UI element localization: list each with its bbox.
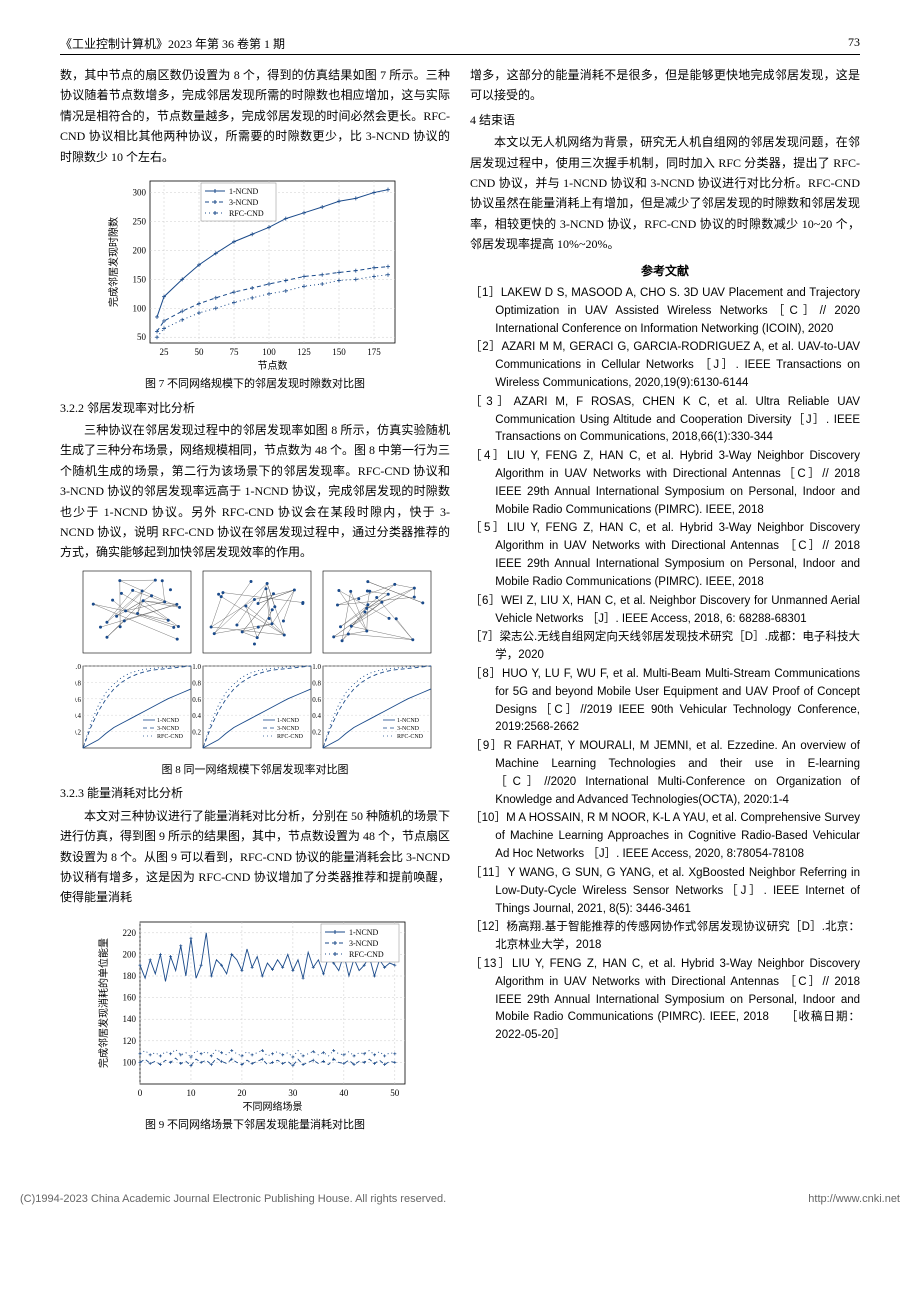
- svg-text:3-NCND: 3-NCND: [397, 726, 420, 732]
- reference-item: ［4］LIU Y, FENG Z, HAN C, et al. Hybrid 3…: [470, 448, 860, 519]
- svg-text:150: 150: [133, 274, 147, 284]
- page-header: 《工业控制计算机》2023 年第 36 卷第 1 期 73: [60, 35, 860, 55]
- svg-text:完成邻居发现消耗的单位能量: 完成邻居发现消耗的单位能量: [97, 938, 110, 1068]
- figure-8-chart: 0.2 0.4 0.6 0.8 1.0 1-NCND 3-NCND RFC-CND 0.2 0.4…: [75, 567, 435, 757]
- figure-7-caption: 图 7 不同网络规模下的邻居发现时隙数对比图: [60, 375, 450, 394]
- two-column-layout: 数，其中节点的扇区数仍设置为 8 个，得到的仿真结果如图 7 所示。三种协议随着…: [60, 65, 860, 1138]
- reference-item: ［9］R FARHAT, Y MOURALI, M JEMNI, et al. …: [470, 738, 860, 809]
- svg-text:1-NCND: 1-NCND: [157, 718, 180, 724]
- svg-text:0.8: 0.8: [75, 679, 82, 687]
- reference-item: ［13］LIU Y, FENG Z, HAN C, et al. Hybrid …: [470, 956, 860, 1045]
- svg-text:0.6: 0.6: [192, 696, 201, 704]
- svg-text:50: 50: [195, 347, 205, 357]
- svg-text:125: 125: [297, 347, 311, 357]
- svg-text:3-NCND: 3-NCND: [229, 198, 259, 207]
- svg-text:25: 25: [160, 347, 170, 357]
- footer-copyright: (C)1994-2023 China Academic Journal Elec…: [20, 1193, 446, 1205]
- page-number: 73: [848, 35, 860, 52]
- svg-text:160: 160: [123, 992, 137, 1002]
- svg-text:10: 10: [186, 1088, 196, 1098]
- svg-text:节点数: 节点数: [258, 359, 288, 371]
- reference-item: ［8］HUO Y, LU F, WU F, et al. Multi-Beam …: [470, 666, 860, 737]
- svg-text:1-NCND: 1-NCND: [349, 928, 379, 937]
- svg-text:0.8: 0.8: [192, 679, 201, 687]
- right-column: 增多，这部分的能量消耗不是很多，但是能够更快地完成邻居发现，这是可以接受的。 4…: [470, 65, 860, 1138]
- svg-text:0.8: 0.8: [312, 679, 321, 687]
- svg-text:RFC-CND: RFC-CND: [397, 734, 424, 740]
- svg-text:120: 120: [123, 1036, 137, 1046]
- svg-text:20: 20: [237, 1088, 247, 1098]
- svg-text:完成邻居发现时隙数: 完成邻居发现时隙数: [107, 217, 120, 307]
- svg-text:3-NCND: 3-NCND: [349, 939, 379, 948]
- right-para1: 增多，这部分的能量消耗不是很多，但是能够更快地完成邻居发现，这是可以接受的。: [470, 65, 860, 106]
- svg-text:3-NCND: 3-NCND: [157, 726, 180, 732]
- svg-text:0.2: 0.2: [75, 728, 82, 736]
- references-title: 参考文献: [470, 261, 860, 281]
- svg-text:100: 100: [262, 347, 276, 357]
- figure-7-chart: 25 50 75 100 125 150 175 50 100 150 200 250 300 节点数 完成…: [105, 171, 405, 371]
- svg-text:1-NCND: 1-NCND: [229, 187, 259, 196]
- svg-text:不同网络场景: 不同网络场景: [243, 1100, 303, 1112]
- footer-url: http://www.cnki.net: [808, 1193, 900, 1205]
- reference-item: ［11］Y WANG, G SUN, G YANG, et al. XgBoos…: [470, 865, 860, 918]
- left-para2: 三种协议在邻居发现过程中的邻居发现率如图 8 所示，仿真实验随机生成了三种分布场…: [60, 420, 450, 563]
- svg-text:0.2: 0.2: [192, 728, 201, 736]
- svg-text:1-NCND: 1-NCND: [397, 718, 420, 724]
- references-list: ［1］LAKEW D S, MASOOD A, CHO S. 3D UAV Pl…: [470, 285, 860, 1045]
- svg-text:180: 180: [123, 971, 137, 981]
- page-footer: (C)1994-2023 China Academic Journal Elec…: [0, 1163, 920, 1220]
- svg-text:0.4: 0.4: [312, 712, 321, 720]
- svg-text:200: 200: [123, 949, 137, 959]
- left-para3: 本文对三种协议进行了能量消耗对比分析，分别在 50 种随机的场景下进行仿真，得到…: [60, 806, 450, 908]
- svg-text:50: 50: [137, 332, 147, 342]
- svg-text:1.0: 1.0: [75, 663, 82, 671]
- received-date: ［收稿日期：2022-05-20］: [495, 1011, 860, 1041]
- svg-text:100: 100: [123, 1057, 137, 1067]
- svg-text:300: 300: [133, 188, 147, 198]
- svg-text:RFC-CND: RFC-CND: [349, 950, 384, 959]
- svg-text:1-NCND: 1-NCND: [277, 718, 300, 724]
- svg-text:50: 50: [390, 1088, 400, 1098]
- svg-text:0: 0: [138, 1088, 143, 1098]
- reference-item: ［2］AZARI M M, GERACI G, GARCIA-RODRIGUEZ…: [470, 339, 860, 392]
- svg-text:220: 220: [123, 928, 137, 938]
- svg-text:RFC-CND: RFC-CND: [157, 734, 184, 740]
- svg-text:30: 30: [288, 1088, 298, 1098]
- svg-text:1.0: 1.0: [312, 663, 321, 671]
- reference-item: ［3］AZARI M, F ROSAS, CHEN K C, et al. Ul…: [470, 394, 860, 447]
- heading-322: 3.2.2 邻居发现率对比分析: [60, 398, 450, 418]
- figure-8-caption: 图 8 同一网络规模下邻居发现率对比图: [60, 761, 450, 780]
- heading-323: 3.2.3 能量消耗对比分析: [60, 783, 450, 803]
- svg-text:175: 175: [367, 347, 381, 357]
- svg-text:0.2: 0.2: [312, 728, 321, 736]
- svg-text:3-NCND: 3-NCND: [277, 726, 300, 732]
- svg-text:100: 100: [133, 303, 147, 313]
- heading-4: 4 结束语: [470, 110, 860, 130]
- reference-item: ［7］梁志公.无线自组网定向天线邻居发现技术研究［D］.成都：电子科技大学，20…: [470, 629, 860, 665]
- journal-title: 《工业控制计算机》2023 年第 36 卷第 1 期: [60, 35, 285, 52]
- svg-text:RFC-CND: RFC-CND: [277, 734, 304, 740]
- svg-text:250: 250: [133, 216, 147, 226]
- svg-text:140: 140: [123, 1014, 137, 1024]
- reference-item: ［10］M A HOSSAIN, R M NOOR, K-L A YAU, et…: [470, 810, 860, 863]
- reference-item: ［6］WEI Z, LIU X, HAN C, et al. Neighbor …: [470, 593, 860, 629]
- right-para2: 本文以无人机网络为背景，研究无人机自组网的邻居发现问题，在邻居发现过程中，使用三…: [470, 132, 860, 254]
- figure-9-caption: 图 9 不同网络场景下邻居发现能量消耗对比图: [60, 1116, 450, 1135]
- left-para1: 数，其中节点的扇区数仍设置为 8 个，得到的仿真结果如图 7 所示。三种协议随着…: [60, 65, 450, 167]
- reference-item: ［5］LIU Y, FENG Z, HAN C, et al. Hybrid 3…: [470, 520, 860, 591]
- svg-text:0.6: 0.6: [312, 696, 321, 704]
- svg-text:0.4: 0.4: [75, 712, 82, 720]
- reference-item: ［12］杨高翔.基于智能推荐的传感网协作式邻居发现协议研究［D］.北京：北京林业…: [470, 919, 860, 955]
- svg-text:0.6: 0.6: [75, 696, 82, 704]
- svg-text:150: 150: [332, 347, 346, 357]
- left-column: 数，其中节点的扇区数仍设置为 8 个，得到的仿真结果如图 7 所示。三种协议随着…: [60, 65, 450, 1138]
- svg-text:1.0: 1.0: [192, 663, 201, 671]
- reference-item: ［1］LAKEW D S, MASOOD A, CHO S. 3D UAV Pl…: [470, 285, 860, 338]
- svg-text:75: 75: [230, 347, 240, 357]
- svg-text:200: 200: [133, 245, 147, 255]
- svg-text:40: 40: [339, 1088, 349, 1098]
- svg-text:0.4: 0.4: [192, 712, 201, 720]
- figure-9-chart: 0 10 20 30 40 50 100 120 140 160 180 200 220 不同网络场景 完成…: [95, 912, 415, 1112]
- svg-text:RFC-CND: RFC-CND: [229, 209, 264, 218]
